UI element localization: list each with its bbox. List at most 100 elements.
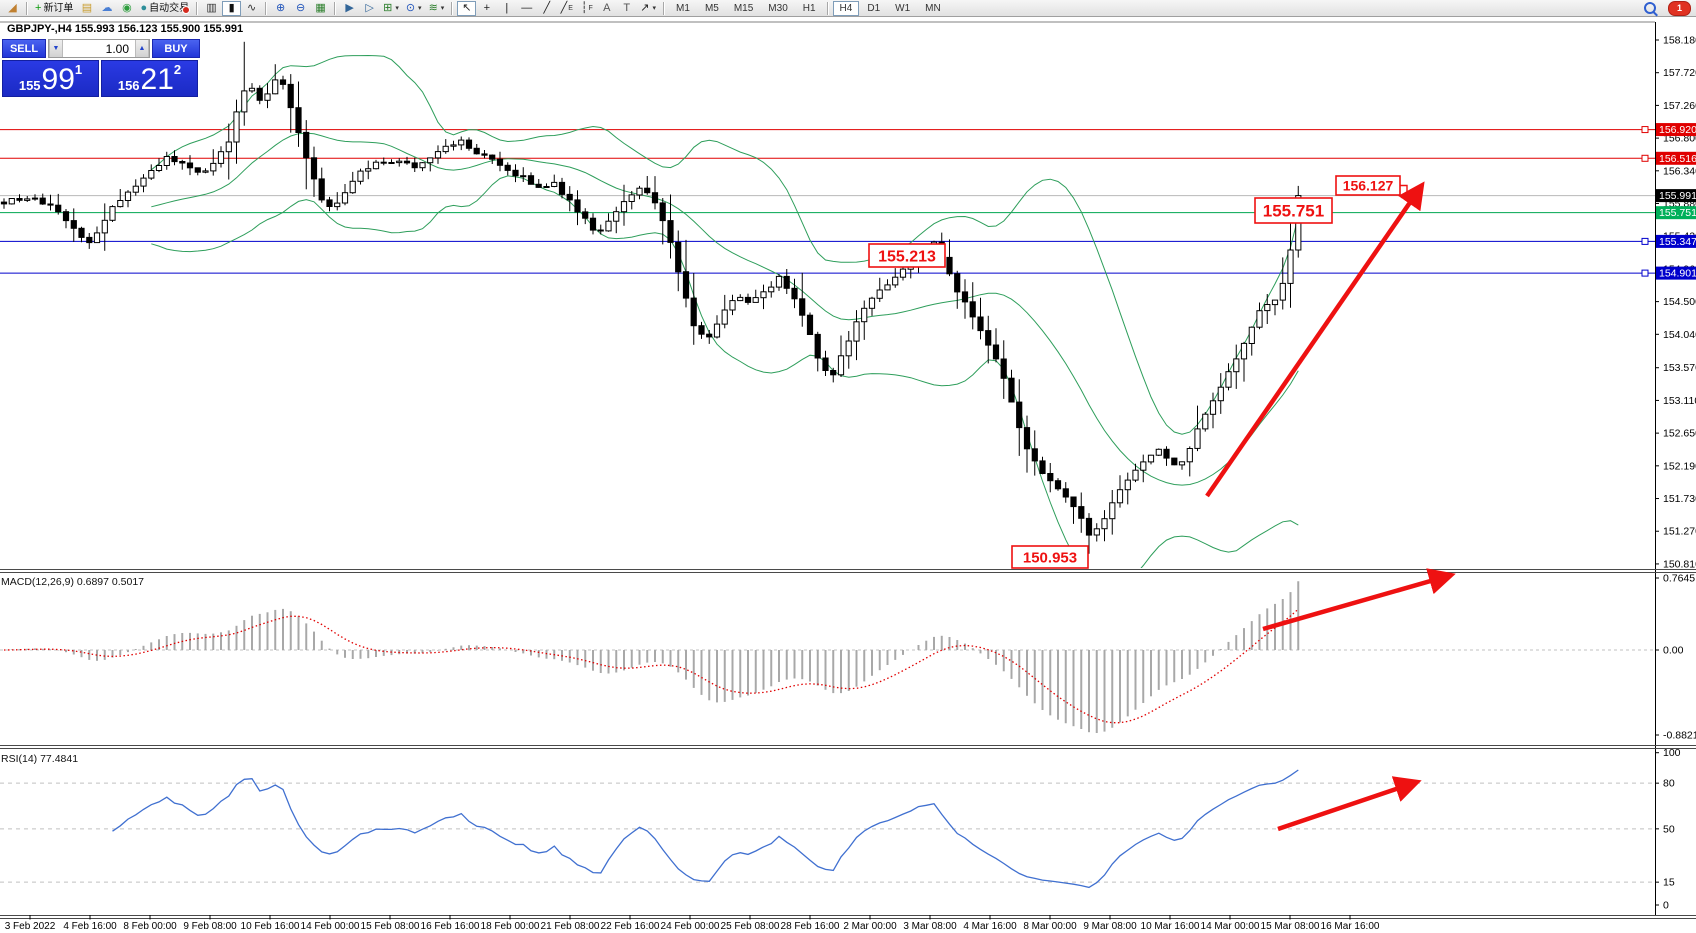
svg-text:156.516: 156.516 bbox=[1659, 153, 1696, 165]
clipped-toolbar-icon-icon: ◢ bbox=[8, 1, 17, 14]
toolbar-separator bbox=[826, 1, 829, 15]
svg-text:156.340: 156.340 bbox=[1663, 165, 1696, 177]
level-lines-layer[interactable] bbox=[0, 129, 1655, 274]
arrows-tool[interactable]: ↗ ▾ bbox=[637, 1, 659, 16]
notifications-bubble[interactable]: 1 bbox=[1668, 0, 1691, 16]
search-button[interactable] bbox=[1637, 0, 1662, 17]
sell-price-sup: 1 bbox=[74, 62, 83, 77]
trend-arrow-3[interactable] bbox=[1277, 776, 1422, 832]
new-order-button[interactable]: + 新订单 bbox=[32, 1, 76, 16]
toolbar-separator bbox=[451, 1, 454, 15]
crosshair-tool[interactable]: + bbox=[477, 1, 496, 16]
new-order-button-label: 新订单 bbox=[43, 2, 74, 14]
main-toolbar: ◢ + 新订单 ▤ ☁ ◉ ● 自动交易 ▥ ▮ ∿ ⊕ ⊖ ▦ ▶ ▷ ⊞ ▾ ⊙ ▾ ≋ ▾ ↖ + | — ╱ ╱ E ┆ F A T ↗ ▾… bbox=[0, 0, 1696, 17]
level-handle[interactable] bbox=[1641, 126, 1649, 134]
mql5-community-icon[interactable]: ☁ bbox=[97, 1, 116, 16]
autotrading-button[interactable]: ● 自动交易 bbox=[137, 1, 192, 16]
sell-price-display[interactable]: 155 99 1 bbox=[2, 60, 99, 97]
timeframe-w1[interactable]: W1 bbox=[888, 1, 917, 16]
buy-price-display[interactable]: 156 21 2 bbox=[101, 60, 198, 97]
arrows-tool-dropdown-caret[interactable]: ▾ bbox=[652, 4, 657, 12]
svg-text:28 Feb 16:00: 28 Feb 16:00 bbox=[781, 921, 840, 932]
level-handle[interactable] bbox=[1641, 237, 1649, 245]
timeframe-h1[interactable]: H1 bbox=[796, 1, 823, 16]
timeframe-mn[interactable]: MN bbox=[918, 1, 948, 16]
buy-price-prefix: 156 bbox=[117, 78, 140, 93]
periods-button-dropdown-caret[interactable]: ▾ bbox=[418, 4, 422, 12]
svg-text:154.040: 154.040 bbox=[1663, 329, 1696, 341]
timeframe-m30[interactable]: M30 bbox=[761, 1, 794, 16]
toolbar-separator bbox=[265, 1, 268, 15]
price-chart-panel[interactable] bbox=[0, 41, 1655, 592]
lot-size-value[interactable]: 1.00 bbox=[63, 40, 135, 57]
new-chart-button-dropdown-caret[interactable]: ▾ bbox=[395, 4, 399, 12]
svg-text:153.110: 153.110 bbox=[1663, 395, 1696, 407]
tile-windows-icon[interactable]: ▦ bbox=[311, 1, 330, 16]
text-tool[interactable]: A bbox=[597, 1, 616, 16]
step-forward-icon[interactable]: ▷ bbox=[360, 1, 379, 16]
trend-arrow-1[interactable] bbox=[1205, 181, 1425, 498]
line-chart-icon-icon: ∿ bbox=[246, 1, 257, 14]
label-tool[interactable]: T bbox=[617, 1, 636, 16]
price-axis[interactable]: 158.180157.720157.260156.800156.340155.8… bbox=[1641, 35, 1696, 912]
fibonacci-tool-sub-label: F bbox=[588, 4, 593, 12]
indicators-button-dropdown-caret[interactable]: ▾ bbox=[440, 4, 445, 12]
lot-increase-button[interactable]: ▲ bbox=[135, 40, 149, 57]
indicators-button-icon: ≋ bbox=[428, 1, 438, 14]
trendline-tool-icon: ╱ bbox=[543, 1, 551, 14]
timeframe-m5[interactable]: M5 bbox=[698, 1, 726, 16]
bar-chart-icon-icon: ▥ bbox=[206, 1, 217, 14]
svg-text:156.127: 156.127 bbox=[1343, 178, 1394, 194]
sell-button[interactable]: SELL bbox=[2, 39, 46, 58]
signals-icon[interactable]: ◉ bbox=[117, 1, 136, 16]
candlestick-chart-icon[interactable]: ▮ bbox=[222, 0, 242, 16]
macd-panel[interactable] bbox=[0, 581, 1655, 733]
level-handle[interactable] bbox=[1641, 154, 1649, 162]
timeframe-m15[interactable]: M15 bbox=[727, 1, 760, 16]
cursor-tool[interactable]: ↖ bbox=[457, 0, 477, 16]
trend-arrow-2[interactable] bbox=[1262, 568, 1456, 632]
svg-text:0.00: 0.00 bbox=[1663, 645, 1684, 657]
bar-chart-icon[interactable]: ▥ bbox=[202, 1, 221, 16]
svg-text:151.270: 151.270 bbox=[1663, 526, 1696, 538]
trendline-tool[interactable]: ╱ bbox=[537, 1, 556, 16]
level-handle[interactable] bbox=[1641, 269, 1649, 277]
vertical-line-tool[interactable]: | bbox=[497, 1, 516, 16]
profiles-icon[interactable]: ▤ bbox=[77, 1, 96, 16]
one-click-trading-panel: SELL ▼ 1.00 ▲ BUY 155 99 1 156 21 2 bbox=[2, 39, 200, 97]
fibonacci-tool[interactable]: ┆ F bbox=[577, 1, 596, 16]
equidistant-channel-tool[interactable]: ╱ E bbox=[557, 1, 576, 16]
periods-button[interactable]: ⊙ ▾ bbox=[403, 1, 425, 16]
chart-canvas[interactable]: 158.180157.720157.260156.800156.340155.8… bbox=[0, 17, 1696, 933]
annotations-layer[interactable]: 156.127 155.751 155.213 150.953 bbox=[868, 175, 1456, 832]
zoom-in-icon[interactable]: ⊕ bbox=[271, 1, 290, 16]
rsi-panel[interactable] bbox=[0, 769, 1655, 889]
time-axis[interactable]: 3 Feb 2022 4 Feb 16:00 8 Feb 00:00 9 Feb 08… bbox=[5, 915, 1380, 932]
svg-text:14 Feb 00:00: 14 Feb 00:00 bbox=[301, 921, 360, 932]
price-annotation-156.127[interactable]: 156.127 bbox=[1335, 175, 1408, 196]
price-annotation-150.953[interactable]: 150.953 bbox=[1011, 545, 1089, 569]
timeframe-m1[interactable]: M1 bbox=[669, 1, 697, 16]
lot-decrease-button[interactable]: ▼ bbox=[49, 40, 63, 57]
timeframe-h4[interactable]: H4 bbox=[832, 0, 860, 16]
zoom-out-icon[interactable]: ⊖ bbox=[291, 1, 310, 16]
svg-text:8 Feb 00:00: 8 Feb 00:00 bbox=[123, 921, 177, 932]
timeframe-d1[interactable]: D1 bbox=[860, 1, 887, 16]
zoom-in-icon-icon: ⊕ bbox=[275, 1, 286, 14]
indicators-button[interactable]: ≋ ▾ bbox=[426, 1, 448, 16]
buy-button[interactable]: BUY bbox=[152, 39, 200, 58]
svg-text:154.901: 154.901 bbox=[1659, 268, 1696, 280]
svg-text:3 Feb 2022: 3 Feb 2022 bbox=[5, 921, 56, 932]
price-annotation-155.751[interactable]: 155.751 bbox=[1254, 197, 1333, 224]
arrows-tool-icon: ↗ bbox=[640, 1, 650, 14]
horizontal-line-tool[interactable]: — bbox=[517, 1, 536, 16]
strategy-tester-icon[interactable]: ▶ bbox=[340, 1, 359, 16]
equidistant-channel-tool-sub-label: E bbox=[568, 4, 573, 12]
svg-text:22 Feb 16:00: 22 Feb 16:00 bbox=[601, 921, 660, 932]
new-chart-button[interactable]: ⊞ ▾ bbox=[380, 1, 402, 16]
price-annotation-155.213[interactable]: 155.213 bbox=[868, 243, 946, 268]
clipped-toolbar-icon[interactable]: ◢ bbox=[3, 1, 22, 16]
svg-text:4 Mar 16:00: 4 Mar 16:00 bbox=[963, 921, 1017, 932]
line-chart-icon[interactable]: ∿ bbox=[242, 1, 261, 16]
